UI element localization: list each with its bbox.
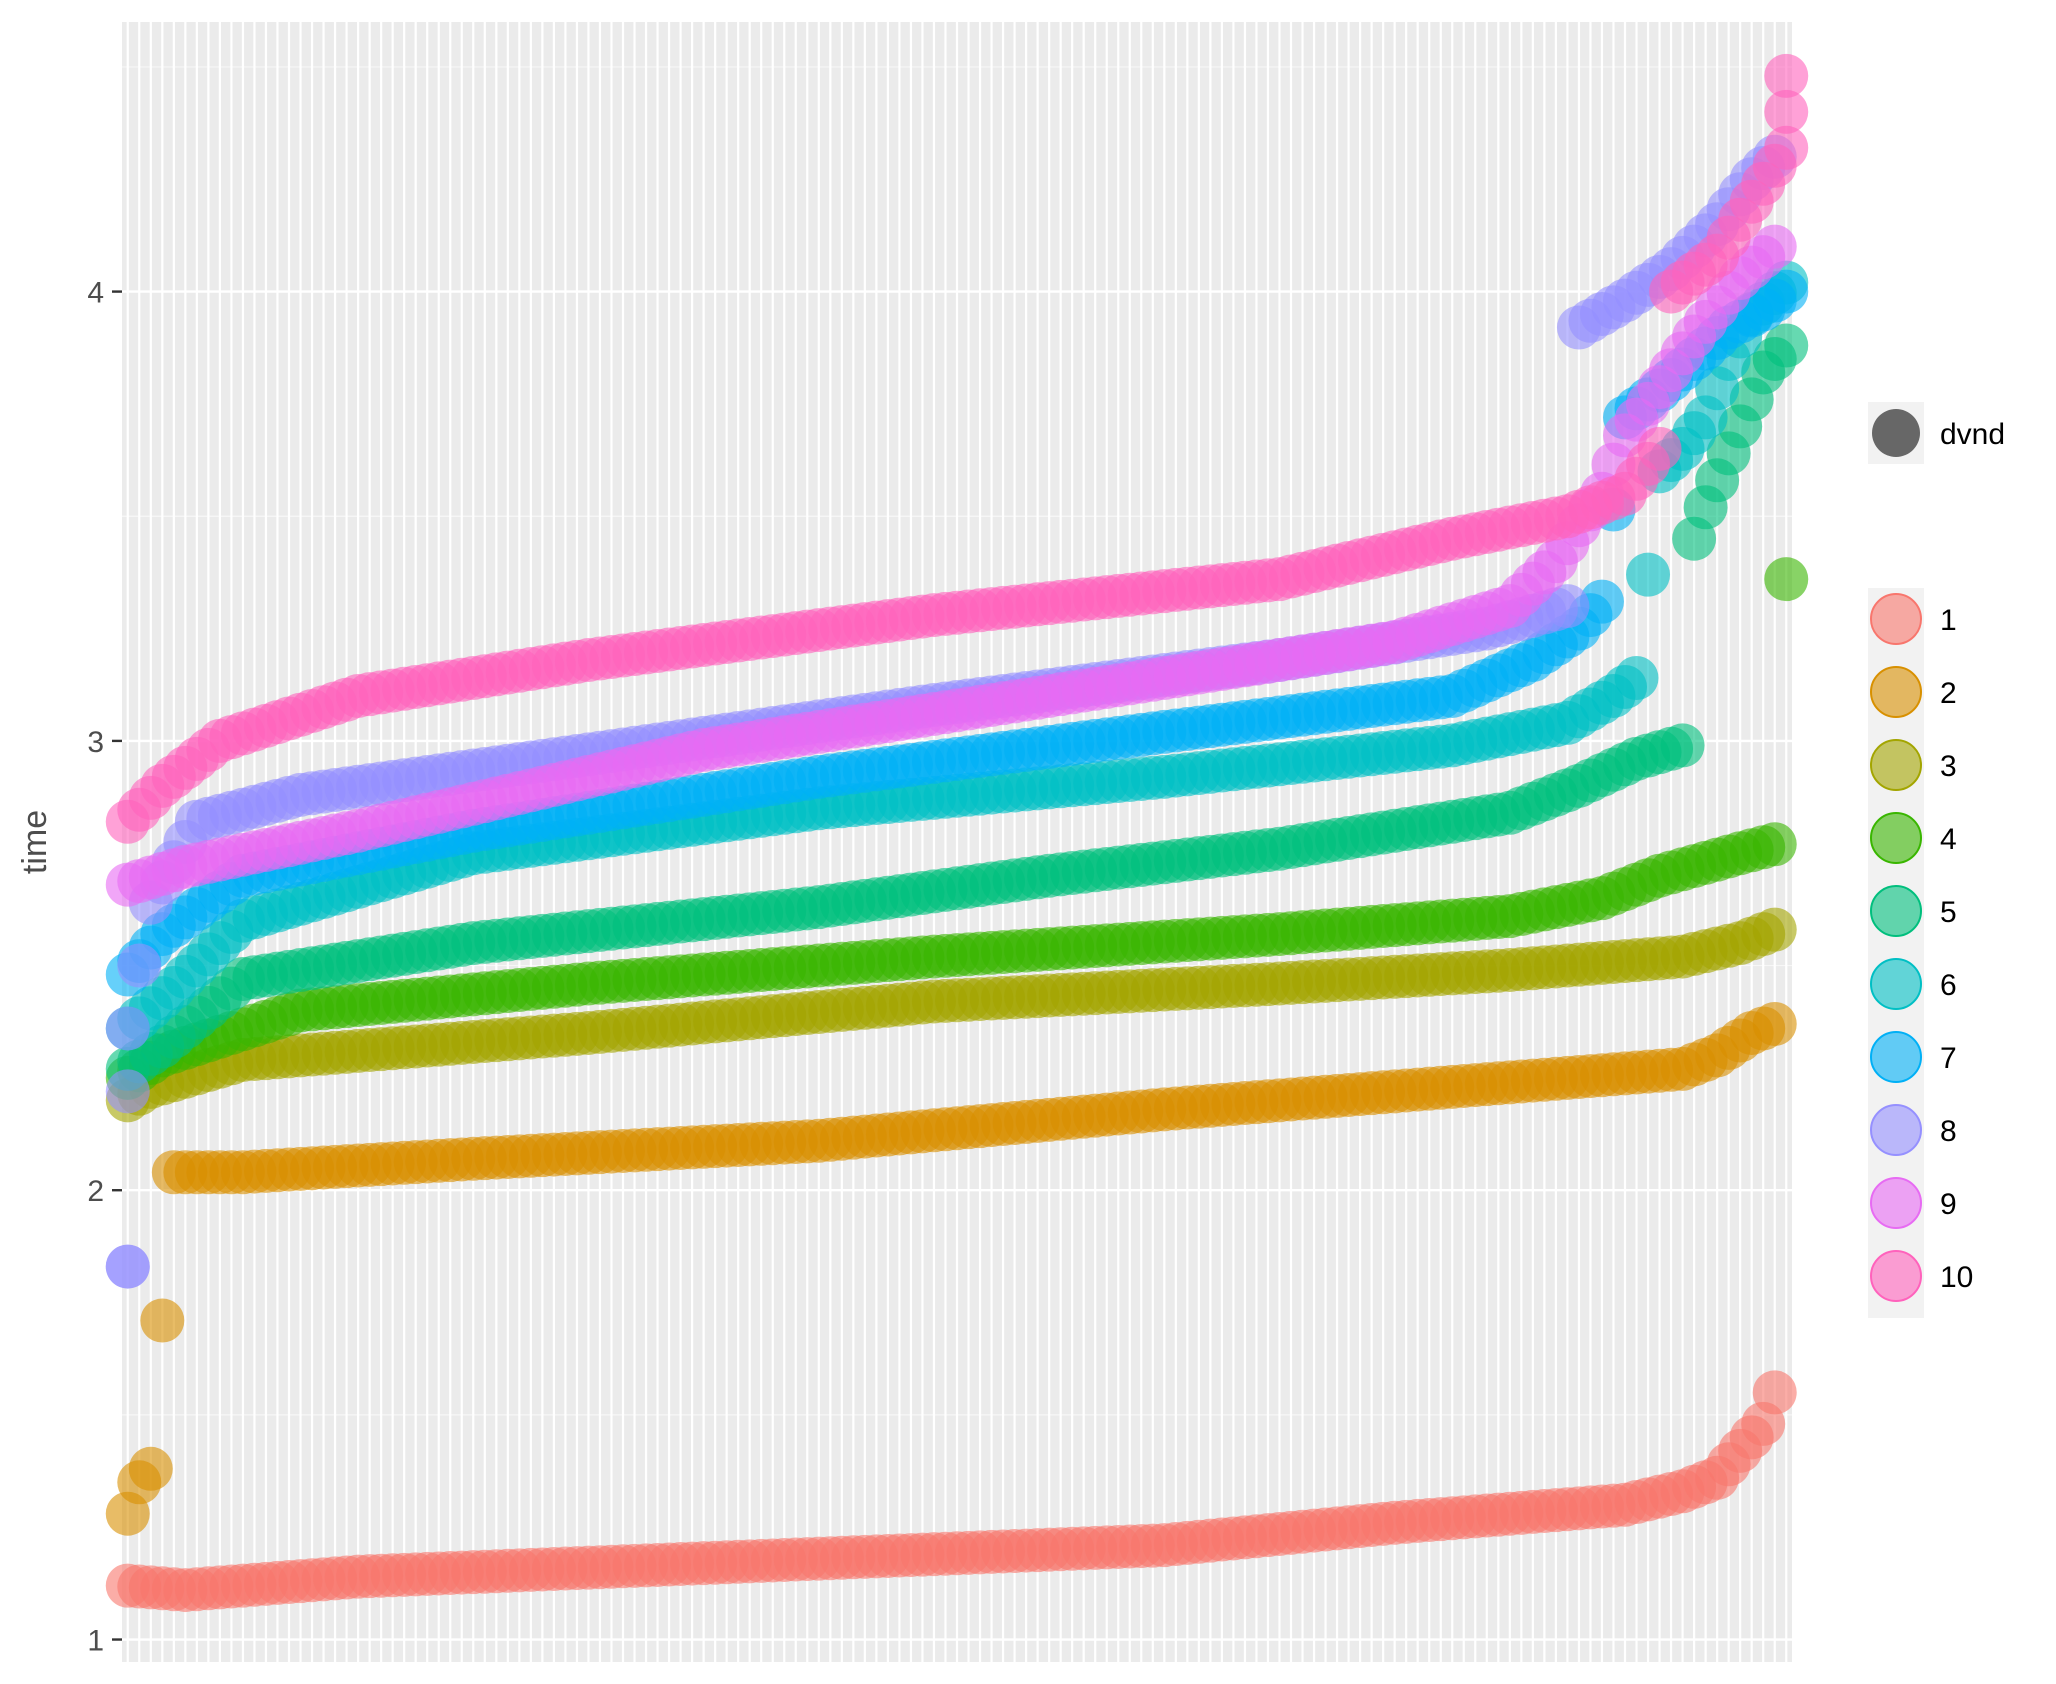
y-axis-label: time xyxy=(16,810,54,874)
color-legend-key-4 xyxy=(1870,812,1922,864)
point-series-7 xyxy=(1579,579,1624,624)
point-series-8 xyxy=(1545,584,1590,629)
point-series-9 xyxy=(1752,224,1797,269)
point-series-6 xyxy=(1626,552,1671,597)
color-legend-key-5 xyxy=(1870,885,1922,937)
point-series-10 xyxy=(1637,426,1682,471)
color-legend-key-7 xyxy=(1870,1031,1922,1083)
y-axis: 1 2 3 4 xyxy=(87,277,122,1658)
point-series-7 xyxy=(1764,269,1809,314)
color-legend-label-7: 7 xyxy=(1940,1042,1957,1075)
color-legend-key-10 xyxy=(1870,1250,1922,1302)
point-series-10 xyxy=(1764,89,1809,134)
point-series-3 xyxy=(1752,907,1797,952)
point-series-8 xyxy=(105,1006,150,1051)
point-series-8 xyxy=(117,943,162,988)
color-legend-label-8: 8 xyxy=(1940,1115,1957,1148)
color-legend: 1 2 3 4 5 6 7 8 9 10 xyxy=(1868,588,1973,1318)
y-tick-label: 4 xyxy=(87,277,104,310)
point-series-2 xyxy=(1752,1001,1797,1046)
color-legend-label-9: 9 xyxy=(1940,1188,1957,1221)
size-legend-key xyxy=(1872,409,1920,457)
color-legend-key-9 xyxy=(1870,1177,1922,1229)
color-legend-key-1 xyxy=(1870,593,1922,645)
color-legend-label-4: 4 xyxy=(1940,823,1957,856)
color-legend-label-5: 5 xyxy=(1940,896,1957,929)
point-series-1 xyxy=(1752,1370,1797,1415)
color-legend-label-6: 6 xyxy=(1940,969,1957,1002)
color-legend-label-10: 10 xyxy=(1940,1261,1973,1294)
point-series-5 xyxy=(1764,323,1809,368)
point-series-4 xyxy=(1752,822,1797,867)
y-tick-label: 2 xyxy=(87,1175,104,1208)
point-series-5 xyxy=(1660,723,1705,768)
color-legend-label-2: 2 xyxy=(1940,677,1957,710)
color-legend-key-3 xyxy=(1870,739,1922,791)
color-legend-key-6 xyxy=(1870,958,1922,1010)
size-legend: dvnd xyxy=(1868,402,2005,464)
point-series-6 xyxy=(1614,656,1659,700)
point-series-10 xyxy=(1764,125,1809,170)
color-legend-label-3: 3 xyxy=(1940,750,1957,783)
point-series-10 xyxy=(1764,53,1809,98)
data-points xyxy=(105,53,1809,1613)
point-series-2 xyxy=(140,1298,185,1343)
y-tick-label: 3 xyxy=(87,726,104,759)
color-legend-label-1: 1 xyxy=(1940,604,1957,637)
point-series-8 xyxy=(105,1244,150,1289)
color-legend-key-8 xyxy=(1870,1104,1922,1156)
size-legend-label: dvnd xyxy=(1940,418,2005,451)
point-series-8 xyxy=(105,1069,150,1114)
color-legend-key-2 xyxy=(1870,666,1922,718)
y-tick-label: 1 xyxy=(87,1625,104,1658)
point-series-4 xyxy=(1764,557,1809,602)
point-series-2 xyxy=(128,1446,173,1491)
